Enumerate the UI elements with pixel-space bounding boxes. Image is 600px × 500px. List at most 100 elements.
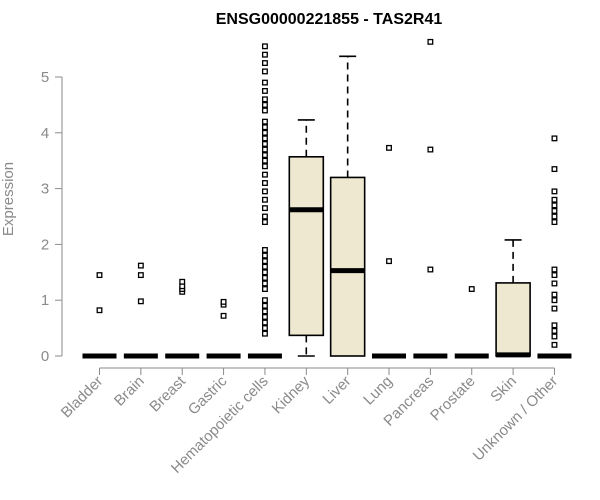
- outlier-point: [261, 68, 268, 75]
- box-group: [247, 43, 282, 359]
- outlier-point: [551, 213, 558, 220]
- outlier-point: [96, 307, 103, 314]
- x-tick-label: Lung: [360, 373, 396, 409]
- box-group: [329, 55, 366, 357]
- outlier-point: [261, 146, 268, 153]
- outlier-point: [261, 280, 268, 287]
- outlier-point: [551, 219, 558, 226]
- outlier-point: [427, 146, 434, 153]
- outlier-point: [261, 330, 268, 337]
- outlier-point: [261, 247, 268, 253]
- outlier-point: [551, 280, 558, 287]
- box-group: [82, 272, 117, 359]
- outlier-point: [261, 258, 268, 265]
- y-axis-label: Expression: [0, 162, 17, 236]
- box: [288, 155, 325, 337]
- outlier-point: [427, 266, 434, 273]
- outlier-point: [551, 322, 558, 329]
- outlier-point: [261, 205, 268, 212]
- outlier-point: [427, 38, 434, 45]
- y-tick-label: 5: [41, 69, 49, 86]
- outlier-point: [551, 135, 558, 142]
- outlier-point: [551, 297, 558, 304]
- outlier-point: [261, 171, 268, 178]
- outlier-point: [551, 266, 558, 273]
- outlier-point: [551, 207, 558, 214]
- x-tick-label: Breast: [146, 372, 189, 415]
- outlier-point: [551, 305, 558, 312]
- outlier-point: [179, 278, 186, 285]
- outlier-point: [261, 43, 268, 50]
- box-group: [288, 119, 325, 357]
- outlier-point: [220, 298, 227, 305]
- outlier-point: [261, 269, 268, 276]
- y-tick-label: 2: [41, 236, 49, 253]
- outlier-point: [468, 286, 475, 292]
- y-tick-label: 1: [41, 292, 49, 309]
- x-tick-label: Prostate: [427, 373, 479, 425]
- outlier-point: [261, 274, 268, 281]
- outlier-point: [261, 135, 268, 142]
- box-group: [372, 144, 407, 359]
- outlier-point: [261, 297, 268, 304]
- box-group: [413, 38, 448, 359]
- outlier-point: [261, 308, 268, 315]
- outlier-point: [261, 196, 268, 203]
- outlier-point: [261, 263, 268, 270]
- outlier-point: [261, 152, 268, 159]
- outlier-point: [220, 312, 227, 319]
- outlier-point: [137, 262, 144, 269]
- outlier-point: [137, 272, 144, 279]
- outlier-point: [261, 101, 268, 108]
- outlier-point: [551, 327, 558, 334]
- x-tick-label: Liver: [319, 373, 354, 408]
- outlier-point: [261, 180, 268, 186]
- box-group: [165, 278, 200, 359]
- outlier-point: [261, 319, 268, 326]
- outlier-point: [261, 124, 268, 131]
- outlier-point: [551, 333, 558, 340]
- outlier-point: [261, 60, 268, 66]
- x-tick-label: Skin: [487, 373, 520, 406]
- outlier-point: [261, 118, 268, 125]
- outlier-point: [261, 157, 268, 164]
- outlier-point: [551, 202, 558, 209]
- outlier-point: [551, 166, 558, 173]
- outlier-point: [261, 79, 268, 86]
- outlier-point: [386, 144, 392, 151]
- outlier-point: [261, 325, 268, 332]
- y-tick-label: 4: [41, 125, 49, 142]
- outlier-point: [261, 88, 268, 94]
- outlier-point: [261, 96, 268, 103]
- outlier-point: [261, 163, 268, 170]
- x-tick-label: Brain: [111, 373, 148, 410]
- x-tick-label: Bladder: [58, 373, 107, 422]
- outlier-point: [261, 51, 268, 58]
- box: [329, 176, 366, 357]
- outlier-point: [261, 213, 268, 220]
- outlier-point: [261, 286, 268, 292]
- box: [495, 282, 531, 357]
- outlier-point: [261, 313, 268, 320]
- outlier-point: [551, 188, 558, 195]
- outlier-point: [261, 141, 268, 147]
- outlier-point: [261, 219, 268, 226]
- outlier-point: [261, 107, 268, 114]
- y-tick-label: 0: [41, 348, 49, 365]
- outlier-point: [386, 258, 392, 265]
- box-group: [454, 286, 489, 359]
- box-group: [206, 298, 241, 359]
- x-tick-label: Kidney: [269, 372, 314, 417]
- y-axis: 0 1 2 3 4 5: [41, 69, 63, 365]
- outlier-point: [551, 272, 558, 279]
- outlier-point: [261, 129, 268, 136]
- outlier-point: [551, 291, 558, 298]
- chart-title: ENSG00000221855 - TAS2R41: [216, 11, 443, 28]
- outlier-point: [261, 302, 268, 309]
- outlier-point: [96, 272, 103, 279]
- box-group: [495, 239, 531, 358]
- box-group: [537, 135, 572, 359]
- y-tick-label: 3: [41, 181, 49, 198]
